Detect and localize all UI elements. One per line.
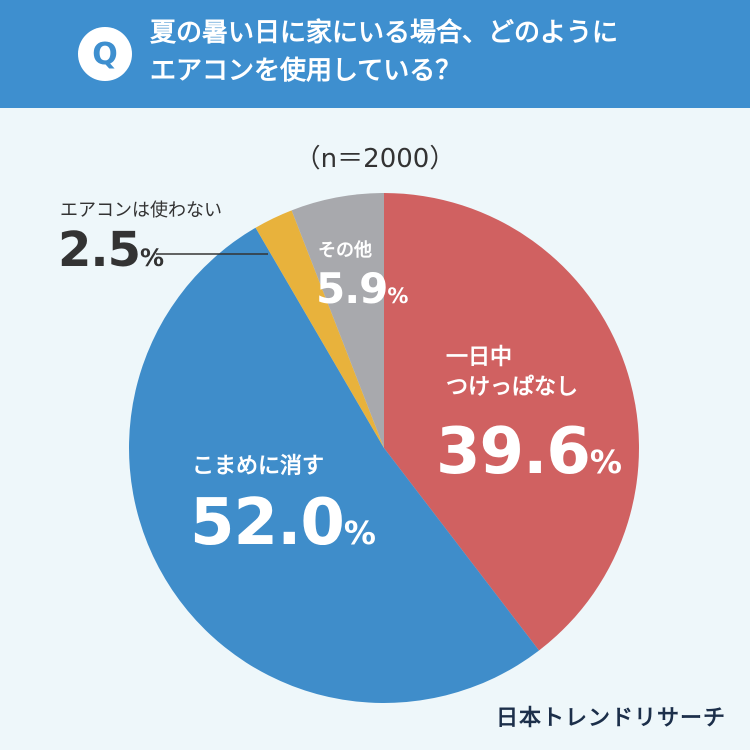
slice-label-no-ac: エアコンは使わない	[60, 196, 222, 226]
question-title-line-1: 夏の暑い日に家にいる場合、どのように	[150, 18, 619, 48]
slice-value-no-ac: 2.5%	[58, 222, 164, 278]
slice-label-no-ac-line-1: エアコンは使わない	[60, 200, 222, 221]
question-title: 夏の暑い日に家にいる場合、どのように エアコンを使用している？	[150, 14, 710, 90]
slice-value-all-day-unit: %	[589, 443, 622, 481]
slice-label-all-day-line-2: つけっぱなし	[446, 375, 579, 400]
slice-label-turn-off-line-1: こまめに消す	[192, 454, 325, 479]
slice-label-all-day: 一日中 つけっぱなし	[446, 343, 578, 403]
slice-value-no-ac-unit: %	[140, 244, 164, 272]
slice-value-other: 5.9%	[316, 264, 408, 313]
slice-value-all-day: 39.6%	[436, 415, 622, 489]
slice-value-turn-off-unit: %	[343, 514, 376, 552]
pie-slice-no-ac	[255, 210, 384, 448]
question-header: Q 夏の暑い日に家にいる場合、どのように エアコンを使用している？	[0, 0, 750, 108]
slice-label-other: その他	[318, 236, 372, 266]
brand-logo-text: 日本トレンドリサーチ	[495, 706, 726, 731]
slice-value-all-day-number: 39.6	[436, 415, 591, 489]
pie-slice-other	[291, 193, 384, 448]
sample-size: （n＝2000）	[294, 144, 456, 174]
slice-label-all-day-line-1: 一日中	[446, 345, 513, 370]
pie-slice-all-day	[384, 193, 639, 651]
slice-label-other-line-1: その他	[318, 240, 372, 261]
slice-value-other-number: 5.9	[316, 264, 388, 313]
slice-value-other-unit: %	[387, 284, 408, 308]
pie-slice-turn-off	[129, 227, 540, 703]
slice-value-turn-off: 52.0%	[190, 486, 376, 560]
slice-value-turn-off-number: 52.0	[190, 486, 345, 560]
slice-value-no-ac-number: 2.5	[58, 222, 141, 278]
question-badge: Q	[78, 27, 132, 81]
slice-label-turn-off: こまめに消す	[192, 452, 324, 482]
question-title-line-2: エアコンを使用している？	[150, 56, 462, 86]
